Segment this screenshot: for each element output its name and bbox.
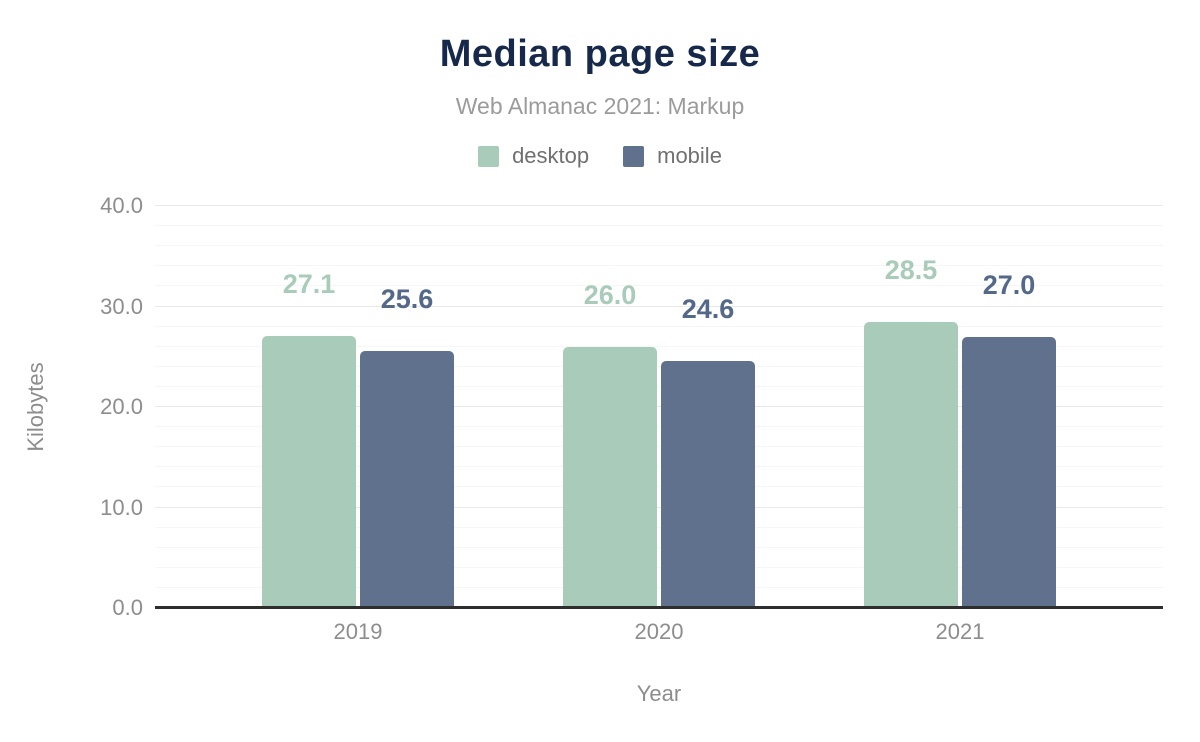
minor-gridline	[155, 426, 1163, 428]
value-label-desktop-2019: 27.1	[282, 268, 336, 299]
x-tick-label: 2021	[935, 619, 985, 644]
minor-gridline	[155, 566, 1163, 568]
minor-gridline	[155, 325, 1163, 327]
minor-gridline	[155, 285, 1163, 287]
minor-gridline	[155, 446, 1163, 448]
minor-gridline	[155, 486, 1163, 488]
legend-item-desktop[interactable]: desktop	[478, 145, 589, 167]
minor-gridline	[155, 265, 1163, 267]
minor-gridline	[155, 466, 1163, 468]
value-label-mobile-2021: 27.0	[982, 269, 1036, 300]
bar-desktop-2019[interactable]	[262, 335, 356, 608]
legend-label: desktop	[512, 143, 590, 168]
major-gridline	[155, 205, 1163, 206]
value-label-desktop-2020: 26.0	[583, 279, 637, 310]
bar-desktop-2021[interactable]	[863, 321, 958, 608]
value-label-mobile-2020: 24.6	[681, 293, 735, 324]
y-tick-label: 30.0	[100, 293, 143, 319]
minor-gridline	[155, 546, 1163, 548]
bar-mobile-2021[interactable]	[961, 336, 1056, 608]
bar-mobile-2019[interactable]	[360, 350, 454, 608]
x-tick-label: 2019	[333, 619, 383, 644]
chart-title: Median page size	[439, 33, 761, 75]
value-label-mobile-2019: 25.6	[380, 283, 434, 314]
value-label-desktop-2021: 28.5	[884, 254, 938, 285]
x-axis-line	[155, 606, 1163, 609]
major-gridline	[155, 406, 1163, 407]
x-tick-label: 2020	[634, 619, 684, 644]
legend-swatch-desktop	[478, 145, 500, 167]
minor-gridline	[155, 245, 1163, 247]
minor-gridline	[155, 345, 1163, 347]
major-gridline	[155, 305, 1163, 307]
bar-desktop-2020[interactable]	[563, 346, 657, 608]
bar-mobile-2020[interactable]	[661, 360, 755, 608]
minor-gridline	[155, 225, 1163, 227]
chart-subtitle: Web Almanac 2021: Markup	[455, 93, 745, 119]
legend-label: mobile	[657, 143, 722, 168]
y-axis-title: Kilobytes	[23, 362, 48, 452]
major-gridline	[155, 506, 1163, 508]
legend-item-mobile[interactable]: mobile	[623, 145, 722, 167]
y-tick-label: 40.0	[100, 193, 143, 218]
minor-gridline	[155, 526, 1163, 528]
y-tick-label: 10.0	[100, 494, 143, 520]
y-tick-label: 20.0	[100, 394, 143, 419]
x-axis-title: Year	[636, 681, 682, 706]
minor-gridline	[155, 385, 1163, 387]
legend-swatch-mobile	[623, 145, 645, 167]
plot-area: 0.0 10.0 20.0 30.0 40.0 27.1 25.6 2019 26.0 24.6 2…	[100, 195, 1163, 643]
y-tick-label: 0.0	[112, 595, 143, 620]
minor-gridline	[155, 365, 1163, 367]
minor-gridline	[155, 586, 1163, 588]
legend: desktop mobile	[0, 144, 1200, 168]
